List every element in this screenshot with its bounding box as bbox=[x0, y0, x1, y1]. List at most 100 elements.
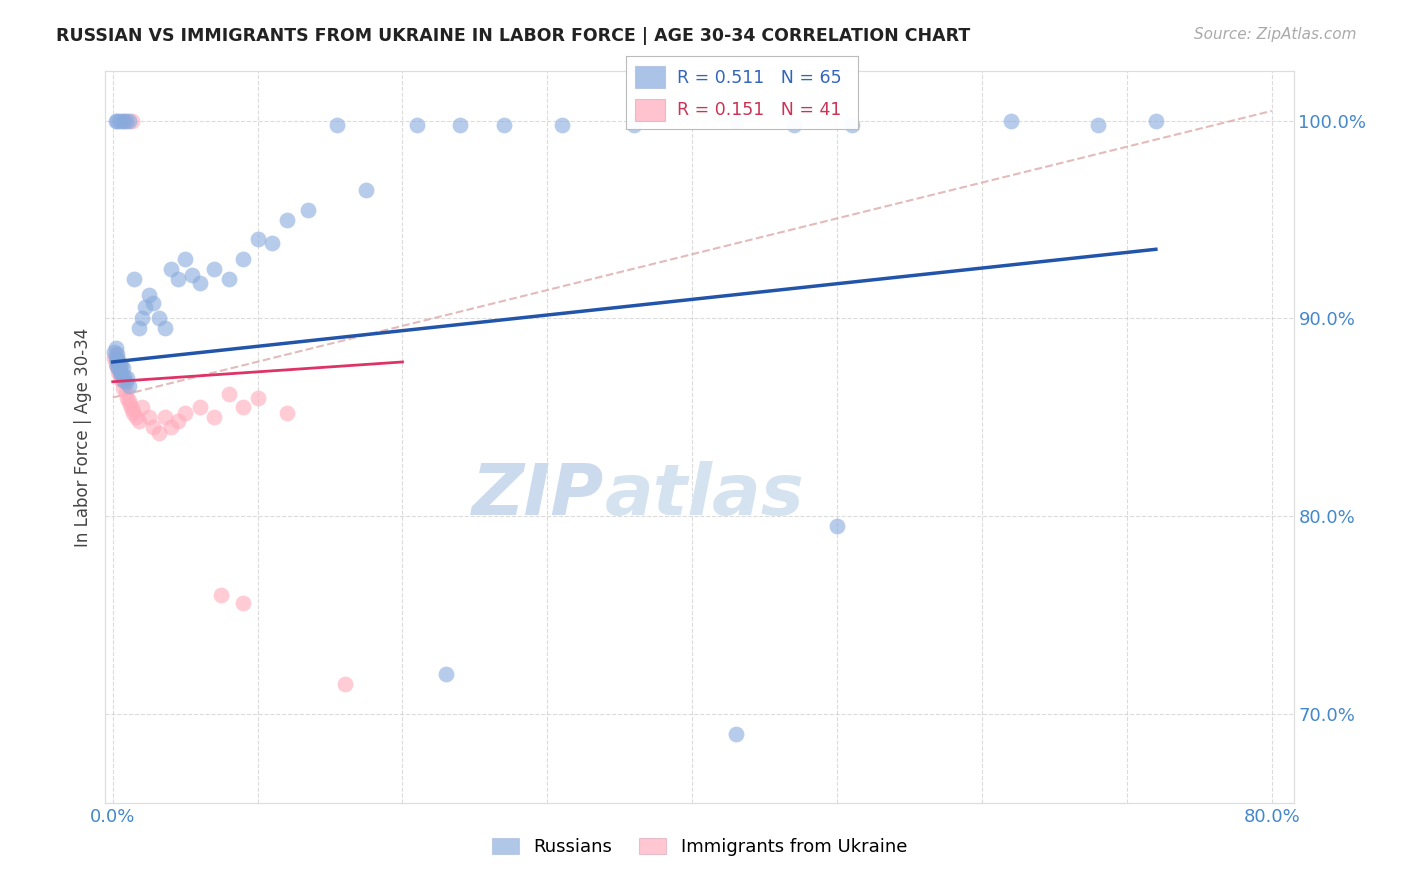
Point bbox=[112, 373, 135, 387]
Point bbox=[121, 113, 143, 128]
Point bbox=[167, 414, 190, 428]
Point bbox=[107, 365, 129, 379]
Bar bbox=[636, 99, 665, 120]
Point bbox=[246, 391, 269, 405]
Point bbox=[218, 386, 240, 401]
Point bbox=[125, 410, 148, 425]
Point bbox=[121, 402, 143, 417]
Text: RUSSIAN VS IMMIGRANTS FROM UKRAINE IN LABOR FORCE | AGE 30-34 CORRELATION CHART: RUSSIAN VS IMMIGRANTS FROM UKRAINE IN LA… bbox=[56, 27, 970, 45]
Point bbox=[159, 420, 181, 434]
Point bbox=[434, 667, 457, 681]
Point bbox=[148, 426, 170, 441]
Point bbox=[1144, 113, 1167, 128]
Point bbox=[297, 202, 319, 217]
Point bbox=[202, 262, 225, 277]
Point bbox=[174, 406, 197, 420]
Point bbox=[148, 311, 170, 326]
Point bbox=[110, 373, 132, 387]
Point bbox=[246, 232, 269, 246]
Point bbox=[117, 394, 139, 409]
Point bbox=[105, 359, 128, 373]
Legend: Russians, Immigrants from Ukraine: Russians, Immigrants from Ukraine bbox=[485, 830, 914, 863]
Point bbox=[262, 236, 284, 251]
Point bbox=[623, 118, 645, 132]
Point bbox=[138, 287, 160, 301]
Point bbox=[276, 212, 298, 227]
Point bbox=[209, 588, 232, 602]
Point bbox=[131, 401, 153, 415]
Point bbox=[112, 113, 135, 128]
Point bbox=[108, 365, 131, 379]
Point bbox=[114, 113, 136, 128]
Point bbox=[1000, 113, 1022, 128]
Point bbox=[724, 726, 747, 740]
Point bbox=[174, 252, 197, 267]
Point bbox=[202, 410, 225, 425]
Text: R = 0.151   N = 41: R = 0.151 N = 41 bbox=[676, 101, 841, 119]
Point bbox=[449, 118, 471, 132]
Point bbox=[104, 357, 127, 371]
Point bbox=[105, 355, 128, 369]
Bar bbox=[636, 66, 665, 88]
Point bbox=[111, 113, 134, 128]
Point bbox=[782, 118, 804, 132]
Point bbox=[104, 113, 127, 128]
Point bbox=[107, 360, 129, 375]
Point bbox=[406, 118, 429, 132]
Point bbox=[115, 371, 138, 385]
Point bbox=[1087, 118, 1109, 132]
Point bbox=[107, 353, 129, 368]
Point bbox=[153, 321, 176, 335]
Point bbox=[112, 368, 135, 383]
Point bbox=[354, 183, 377, 197]
Point bbox=[128, 414, 150, 428]
Point bbox=[159, 262, 181, 277]
Point bbox=[142, 295, 165, 310]
Point bbox=[104, 347, 127, 361]
Point bbox=[111, 373, 134, 387]
Point bbox=[105, 353, 128, 368]
Point bbox=[181, 268, 204, 282]
Text: Source: ZipAtlas.com: Source: ZipAtlas.com bbox=[1194, 27, 1357, 42]
Point bbox=[131, 311, 153, 326]
Point bbox=[105, 347, 128, 361]
Point bbox=[108, 360, 131, 375]
Point bbox=[122, 406, 145, 420]
Text: R = 0.511   N = 65: R = 0.511 N = 65 bbox=[676, 70, 841, 87]
Point bbox=[120, 399, 142, 413]
Point bbox=[103, 351, 125, 365]
Point bbox=[107, 359, 129, 373]
Point bbox=[326, 118, 349, 132]
Point bbox=[492, 118, 515, 132]
Point bbox=[124, 272, 146, 286]
Point bbox=[108, 357, 131, 371]
Point bbox=[110, 367, 132, 381]
Point bbox=[110, 359, 132, 373]
Point bbox=[114, 384, 136, 399]
Point bbox=[333, 677, 356, 691]
Point bbox=[117, 113, 139, 128]
Point bbox=[114, 375, 136, 389]
Point bbox=[232, 252, 254, 267]
Point bbox=[115, 391, 138, 405]
Point bbox=[218, 272, 240, 286]
Point bbox=[128, 321, 150, 335]
Point bbox=[108, 367, 131, 381]
Point bbox=[391, 810, 413, 824]
Y-axis label: In Labor Force | Age 30-34: In Labor Force | Age 30-34 bbox=[75, 327, 93, 547]
Point bbox=[841, 118, 863, 132]
Text: atlas: atlas bbox=[605, 461, 804, 530]
Point bbox=[551, 118, 574, 132]
Point bbox=[105, 113, 128, 128]
Point bbox=[232, 596, 254, 610]
Point bbox=[105, 359, 128, 373]
Point bbox=[142, 420, 165, 434]
Point bbox=[333, 820, 356, 834]
Point bbox=[117, 378, 139, 392]
Point bbox=[276, 406, 298, 420]
Point bbox=[104, 351, 127, 365]
Point bbox=[188, 276, 211, 290]
Point bbox=[108, 113, 131, 128]
Point bbox=[111, 360, 134, 375]
Point bbox=[188, 401, 211, 415]
